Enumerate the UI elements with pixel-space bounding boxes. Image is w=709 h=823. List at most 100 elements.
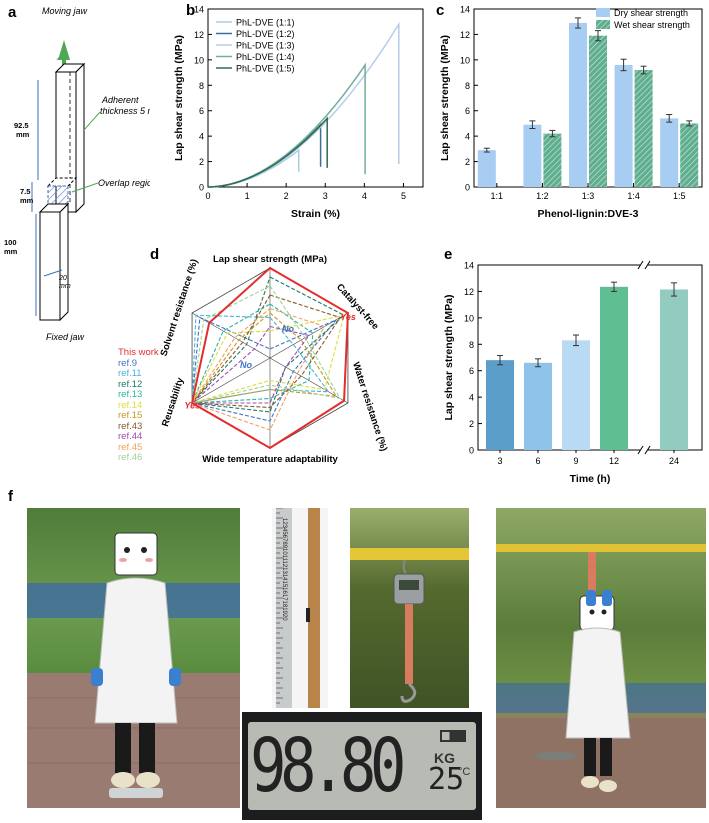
fixed-jaw-label: Fixed jaw — [46, 332, 85, 342]
photo-hanging-scale — [350, 508, 469, 708]
face-mask-icon — [114, 532, 158, 576]
x-axis-label: Phenol-lignin:DVE-3 — [538, 208, 639, 220]
panel-label-a: a — [8, 4, 17, 21]
y-tick-label: 10 — [460, 55, 470, 65]
legend-label: Wet shear strength — [614, 20, 690, 30]
radar-annotation-no2: No — [240, 360, 252, 370]
radar-axis-label: Solvent resistance (%) — [159, 258, 201, 358]
dry-bar-1-4 — [614, 64, 633, 187]
svg-text:mm: mm — [4, 247, 18, 256]
panel-label-e: e — [444, 246, 453, 263]
svg-text:mm: mm — [20, 196, 34, 205]
legend-label: Dry shear strength — [614, 8, 688, 18]
photo-ruler: 1234567891011121314151617181920 — [272, 508, 328, 708]
x-tick-label: 3 — [323, 191, 328, 201]
x-tick-label: 1 — [245, 191, 250, 201]
x-tick-label: 1:4 — [627, 191, 640, 201]
y-tick-label: 4 — [465, 132, 470, 142]
y-axis-label: Lap shear strength (MPa) — [439, 35, 451, 161]
radar-spoke — [191, 357, 271, 404]
legend-item: ref.46 — [118, 452, 143, 463]
x-tick-label: 6 — [535, 456, 540, 466]
adherent-label: Adherent — [101, 95, 139, 105]
legend-item: This work — [118, 347, 159, 358]
radar-series-ref-45 — [191, 307, 326, 431]
series-line-2 — [207, 122, 322, 188]
x-axis-label: Strain (%) — [291, 208, 340, 220]
radar-series-ref-11 — [191, 314, 330, 404]
x-tick-label: 2 — [284, 191, 289, 201]
radar-annotation-yes2: Yes — [185, 400, 201, 410]
legend-item: ref.12 — [118, 378, 143, 390]
dry-bar-1-5 — [660, 118, 679, 187]
legend-label: PhL-DVE (1:5) — [236, 64, 295, 74]
bar-9h — [562, 340, 590, 450]
radar-series-ref-14 — [191, 314, 345, 404]
photo-person-hanging — [496, 508, 706, 808]
radar-axis-label: Water resistance (%) — [350, 361, 389, 453]
dim-20: 20 — [58, 275, 67, 282]
wet-bar-1-3 — [589, 35, 607, 188]
y-tick-label: 12 — [194, 30, 204, 40]
bottom-axis-break-mark — [637, 445, 644, 455]
y-tick-label: 6 — [469, 366, 474, 376]
bar-3h — [486, 360, 514, 450]
radar-axis-label: Catalyst-free — [334, 282, 381, 332]
y-tick-label: 8 — [199, 81, 204, 91]
dry-bar-1-3 — [569, 22, 587, 187]
y-tick-label: 10 — [464, 313, 474, 323]
photo-person-standing — [27, 508, 240, 808]
scale-display-photo: 98.80 KG 25 °C — [242, 712, 482, 820]
battery-icon — [440, 730, 466, 742]
dim-92-5: 92.5 — [14, 121, 29, 130]
svg-text:mm: mm — [16, 130, 30, 139]
x-axis-label: Time (h) — [570, 473, 611, 485]
x-tick-label: 0 — [205, 191, 210, 201]
bottom-axis-break-gap — [640, 447, 648, 453]
arrow-up-icon — [58, 40, 70, 70]
y-tick-label: 12 — [460, 30, 470, 40]
moving-jaw-label: Moving jaw — [42, 6, 88, 16]
panel-label-c: c — [436, 2, 445, 19]
svg-text:mm: mm — [59, 283, 71, 290]
temperature-unit: °C — [458, 766, 471, 778]
radar-series-ref-13 — [191, 303, 314, 404]
y-tick-label: 10 — [194, 55, 204, 65]
x-tick-label: 24 — [669, 456, 679, 466]
bar-6h — [524, 362, 552, 450]
legend-item: ref.43 — [118, 420, 143, 432]
top-axis-break-mark — [637, 260, 644, 270]
x-tick-label: 4 — [362, 191, 367, 201]
legend-swatch — [596, 8, 610, 17]
y-tick-label: 0 — [465, 183, 470, 193]
dry-bar-1-2 — [523, 124, 542, 187]
panel-label-d: d — [150, 246, 160, 263]
bar-12h — [600, 286, 628, 450]
legend-item: ref.14 — [118, 399, 143, 411]
y-tick-label: 2 — [469, 419, 474, 429]
legend-item: ref.9 — [118, 357, 138, 369]
radar-series-ref-15 — [190, 312, 338, 404]
wet-bar-1-5 — [680, 123, 699, 187]
ratio-bar-chart: 0 2 4 6 8 10 12 14 Lap shear strength (MPa) 1:1 1:… — [439, 5, 703, 220]
x-tick-label: 9 — [573, 456, 578, 466]
y-axis-label: Lap shear strength (MPa) — [173, 35, 185, 161]
y-tick-label: 12 — [464, 287, 474, 297]
bottom-axis-break-mark — [644, 445, 651, 455]
legend-label: PhL-DVE (1:1) — [236, 18, 295, 28]
y-tick-label: 0 — [469, 446, 474, 456]
y-tick-label: 6 — [199, 106, 204, 116]
radar-axis-label: Reusability — [160, 376, 186, 428]
y-tick-label: 14 — [194, 5, 204, 15]
plot-frame — [207, 8, 424, 188]
y-tick-label: 8 — [465, 81, 470, 91]
y-tick-label: 6 — [465, 106, 470, 116]
radar-axis-label: Wide temperature adaptability — [202, 454, 338, 465]
dim-7-5: 7.5 — [20, 187, 30, 196]
lower-adherend — [38, 202, 70, 322]
lap-shear-schematic: Moving jaw 92.5 mm 7.5 mm 100 mm 20 mm A… — [4, 6, 150, 342]
ruler-numbers: 1234567891011121314151617181920 — [281, 518, 287, 621]
y-tick-label: 4 — [199, 132, 204, 142]
radar-series-ref-12 — [190, 276, 346, 413]
